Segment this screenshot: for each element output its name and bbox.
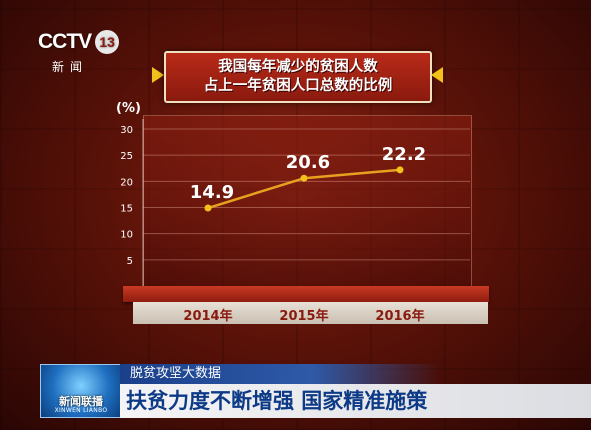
channel-logo-brand: CCTV 13 — [38, 30, 120, 54]
chart-title-box: 我国每年减少的贫困人数 占上一年贫困人口总数的比例 — [164, 51, 432, 103]
data-label: 20.6 — [286, 152, 330, 173]
channel-logo-brand-text: CCTV — [38, 30, 92, 53]
chart-title-line-2: 占上一年贫困人口总数的比例 — [203, 78, 393, 94]
y-tick-label: 20 — [120, 177, 133, 188]
x-tick-label: 2016年 — [375, 309, 425, 324]
program-logo-name: 新闻联播 — [59, 395, 103, 408]
ticker-subheading: 脱贫攻坚大数据 — [120, 364, 440, 384]
program-logo-roman: XINWEN LIANBO — [54, 407, 108, 414]
program-logo: 新闻联播 XINWEN LIANBO — [40, 364, 122, 418]
data-point — [300, 174, 308, 182]
y-tick-label: 25 — [120, 151, 133, 162]
data-label: 14.9 — [190, 182, 234, 203]
data-point — [396, 166, 404, 174]
x-axis-base — [133, 302, 488, 324]
news-ticker: 新闻联播 XINWEN LIANBO 脱贫攻坚大数据 扶贫力度不断增强 国家精准… — [0, 364, 591, 430]
x-axis-bar — [123, 286, 489, 302]
title-arrow-left-icon — [152, 67, 164, 83]
ticker-headline: 扶贫力度不断增强 国家精准施策 — [120, 384, 591, 418]
chart-title-line-1: 我国每年减少的贫困人数 — [218, 59, 378, 75]
data-label: 22.2 — [382, 144, 426, 165]
data-point — [204, 204, 212, 212]
y-tick-label: 15 — [120, 204, 133, 215]
y-tick-label: 10 — [120, 230, 133, 241]
channel-logo: CCTV 13 新闻 — [38, 30, 120, 76]
channel-logo-subtitle: 新闻 — [52, 60, 89, 74]
channel-number-badge: 13 — [95, 30, 120, 54]
y-tick-label: 5 — [127, 256, 133, 267]
x-tick-label: 2014年 — [183, 309, 233, 324]
y-axis-label: (%) — [116, 101, 141, 116]
x-tick-label: 2015年 — [279, 309, 329, 324]
y-tick-label: 30 — [120, 125, 133, 136]
title-arrow-right-icon — [431, 67, 443, 83]
